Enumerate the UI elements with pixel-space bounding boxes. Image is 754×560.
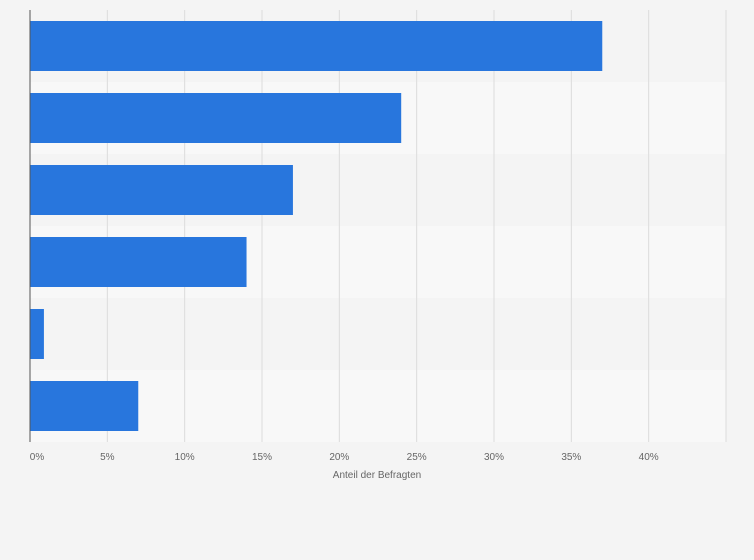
x-tick-label: 40% [639, 452, 659, 463]
gridlines [106, 10, 727, 442]
x-tick-label: 15% [252, 452, 272, 463]
x-axis-title: Anteil der Befragten [333, 470, 421, 481]
bar[interactable] [30, 309, 44, 359]
x-tick-label: 5% [100, 452, 115, 463]
row-band [30, 370, 726, 442]
bar[interactable] [30, 381, 139, 431]
row-bands [30, 10, 726, 442]
bar[interactable] [30, 237, 247, 287]
x-tick-labels: 0% 5% 10% 15% 20% 25% 30% 35% 40% [30, 452, 659, 463]
x-tick-label: 10% [175, 452, 195, 463]
bars [30, 21, 603, 431]
x-tick-label: 0% [30, 452, 45, 463]
bar[interactable] [30, 93, 402, 143]
row-band [30, 298, 726, 370]
bar[interactable] [30, 165, 293, 215]
x-tick-label: 35% [561, 452, 581, 463]
x-tick-label: 20% [329, 452, 349, 463]
x-tick-label: 30% [484, 452, 504, 463]
x-tick-label: 25% [407, 452, 427, 463]
bar[interactable] [30, 21, 603, 71]
